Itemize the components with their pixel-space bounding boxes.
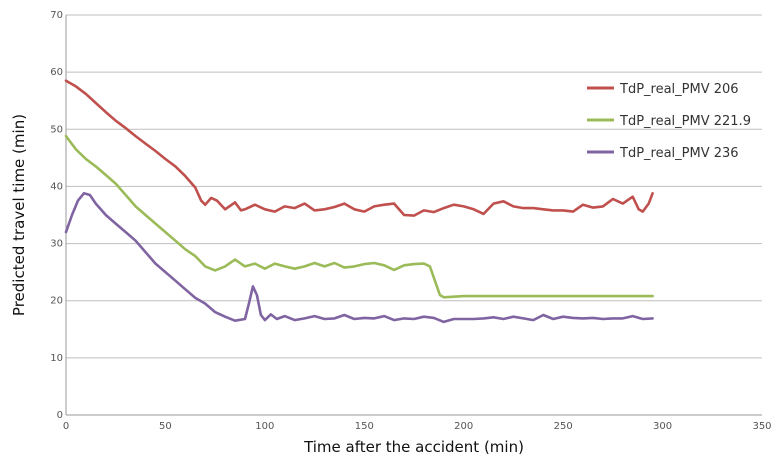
axes: 0 10 20 30 40 50 60 70 0 50 100 150 200 250 300 350: [50, 10, 771, 432]
series-line-tdp-real-pmv-236: [64, 192, 654, 324]
x-tick-label: 150: [355, 421, 374, 432]
legend-label-tdp-206: TdP_real_PMV 206: [619, 82, 739, 97]
x-tick-label: 0: [63, 421, 69, 432]
y-tick-label: 50: [50, 124, 63, 135]
x-tick-label: 250: [554, 421, 573, 432]
series-line-tdp-real-pmv-206: [64, 79, 654, 217]
legend-label-tdp-236: TdP_real_PMV 236: [619, 146, 739, 161]
x-tick-label: 100: [255, 421, 274, 432]
x-tick-label: 350: [752, 421, 771, 432]
y-tick-label: 40: [50, 181, 63, 192]
y-axis-title: Predicted travel time (min): [10, 114, 28, 316]
series-lines: [64, 79, 654, 324]
gridlines: [66, 14, 762, 359]
x-axis-title: Time after the accident (min): [303, 438, 524, 456]
y-tick-label: 0: [57, 410, 63, 421]
y-tick-label: 60: [50, 67, 63, 78]
x-tick-label: 200: [454, 421, 473, 432]
x-tick-label: 50: [159, 421, 172, 432]
legend: TdP_real_PMV 206 TdP_real_PMV 221.9 TdP_…: [587, 82, 751, 161]
x-tick-label: 300: [653, 421, 672, 432]
y-tick-label: 20: [50, 296, 63, 307]
y-tick-label: 30: [50, 239, 63, 250]
y-tick-label: 10: [50, 353, 63, 364]
series-line-tdp-real-pmv-221-9: [64, 134, 654, 299]
y-tick-label: 70: [50, 10, 63, 21]
legend-label-tdp-221-9: TdP_real_PMV 221.9: [619, 114, 751, 129]
